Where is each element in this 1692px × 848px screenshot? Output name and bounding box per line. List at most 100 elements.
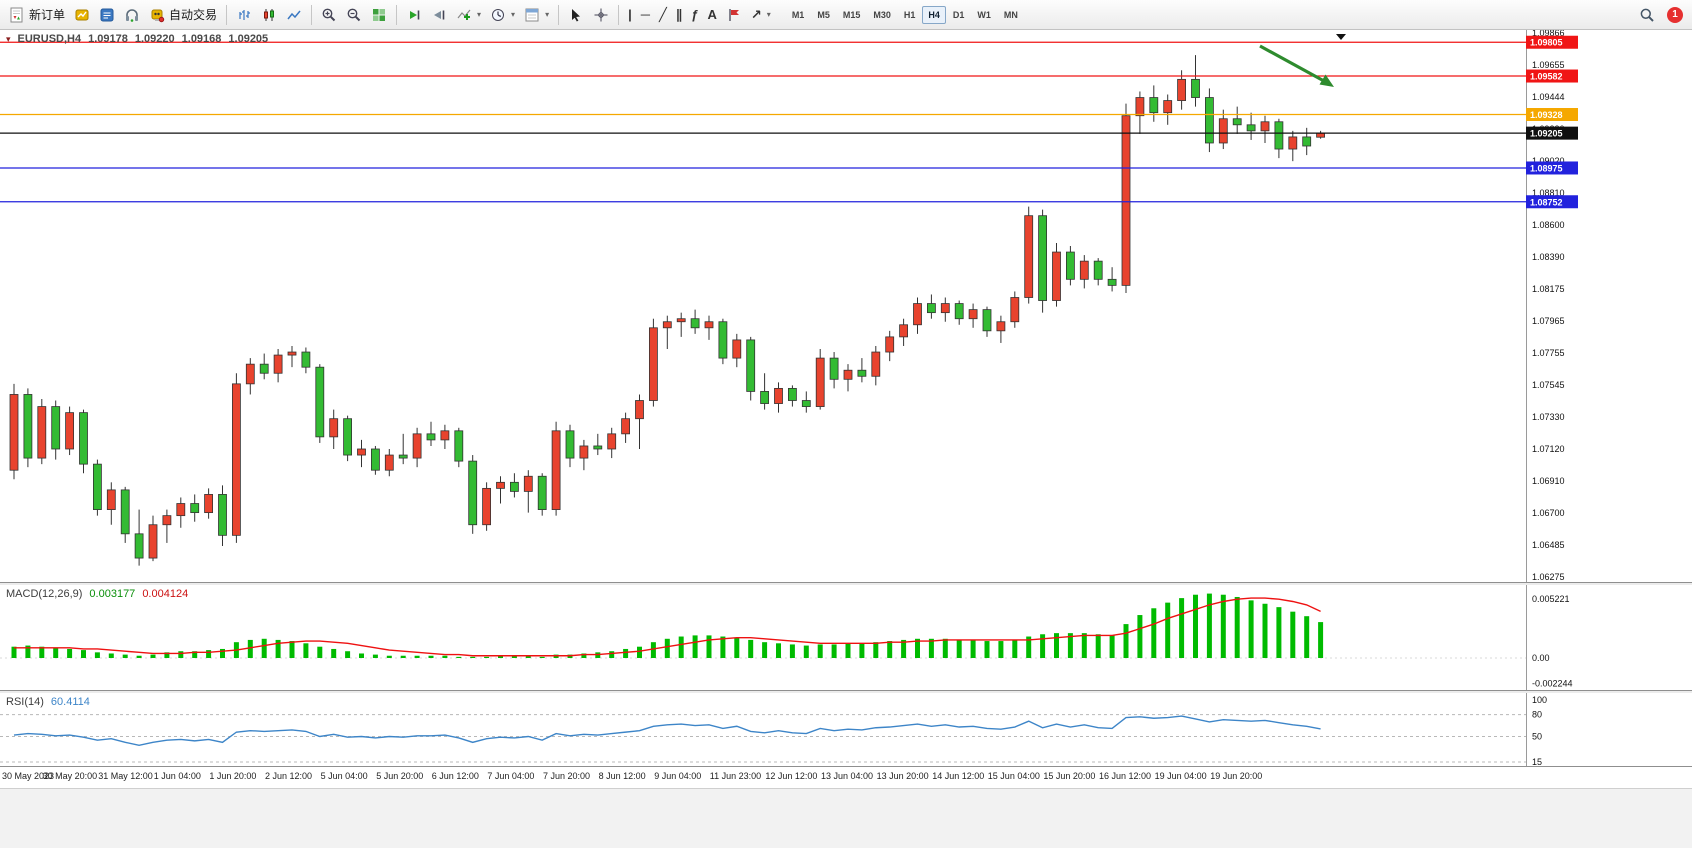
svg-text:1.08975: 1.08975 (1530, 163, 1563, 173)
new-chart-icon (75, 9, 89, 20)
timeframe-m1-button[interactable]: M1 (791, 9, 805, 20)
indicators-button[interactable]: ▾ (452, 3, 485, 27)
vertical-line-icon: | (628, 7, 632, 22)
time-axis[interactable]: 30 May 2023 30 May 20:00 31 May 12:00 1 Jun… (0, 767, 1692, 788)
timeframe-m30-button[interactable]: M30 (873, 9, 891, 20)
chevron-down-icon: ▾ (511, 10, 516, 19)
toolbar-right-group: 1 (1635, 3, 1687, 27)
text-tool-button[interactable]: A (704, 3, 721, 27)
timeframe-mn-button[interactable]: MN (1003, 9, 1018, 20)
toolbar-separator (311, 4, 313, 25)
time-axis-label: 30 May 2023 (2, 771, 55, 781)
scroll-to-end-marker[interactable] (1336, 34, 1346, 40)
time-axis-label: 14 Jun 12:00 (932, 771, 985, 781)
profiles-button[interactable] (95, 3, 119, 27)
svg-text:1.08810: 1.08810 (1532, 188, 1565, 198)
new-order-button[interactable]: 新订单 (5, 3, 69, 27)
label-tool-button[interactable] (722, 3, 746, 27)
time-axis-label: 16 Jun 12:00 (1099, 771, 1152, 781)
toolbar-separator (618, 4, 620, 25)
auto-scroll-button[interactable] (402, 3, 426, 27)
time-axis-label: 1 Jun 20:00 (209, 771, 257, 781)
horizontal-line-tool-button[interactable]: ─ (637, 3, 654, 27)
chart-open-value: 1.09178 (88, 33, 128, 45)
candlestick-mode-button[interactable] (257, 3, 281, 27)
panel-splitter[interactable] (0, 690, 1692, 693)
time-axis-label: 2 Jun 12:00 (265, 771, 313, 781)
price-chart-svg[interactable]: 1.098661.096551.094441.092301.090201.088… (0, 28, 1692, 582)
timeframe-switcher: M1 M5 M15 M30 H1 H4 D1 W1 MN (786, 5, 1024, 24)
price-level-badge (1526, 108, 1578, 122)
search-icon (1640, 8, 1654, 22)
svg-text:80: 80 (1532, 710, 1542, 720)
rsi-label: RSI(14) 60.4114 (6, 696, 90, 708)
line-chart-mode-button[interactable] (282, 3, 306, 27)
rsi-svg[interactable]: 100 80 50 15 (0, 693, 1692, 767)
svg-text:1.08600: 1.08600 (1532, 220, 1565, 230)
crosshair-icon (594, 8, 608, 21)
fibonacci-icon: ƒ (691, 7, 699, 22)
chart-context-arrow-icon[interactable]: ▾ (6, 33, 11, 44)
trendline-tool-button[interactable]: ╱ (655, 3, 671, 27)
time-axis-label: 12 Jun 12:00 (765, 771, 818, 781)
rsi-value: 60.4114 (50, 696, 90, 708)
macd-indicator-panel[interactable]: 0.005221 0.00 -0.002244 MACD(12,26,9) 0.00… (0, 585, 1692, 690)
trend-arrow-annotation[interactable] (1259, 44, 1334, 87)
svg-text:1.09582: 1.09582 (1530, 72, 1563, 82)
timeframe-m5-button[interactable]: M5 (817, 9, 830, 20)
hlines-layer[interactable]: 1.09805 1.09582 1.09328 1.09205 1.08975 1.087… (0, 35, 1578, 209)
rsi-indicator-panel[interactable]: 100 80 50 15 RSI(14) 60.4114 (0, 693, 1692, 767)
svg-text:1.08175: 1.08175 (1532, 284, 1565, 294)
templates-button[interactable]: ▾ (520, 3, 553, 27)
tile-windows-icon (373, 8, 386, 21)
time-axis-label: 19 Jun 04:00 (1154, 771, 1207, 781)
crosshair-tool-button[interactable] (589, 3, 613, 27)
chart-title: ▾ EURUSD,H4 1.09178 1.09220 1.09168 1.09… (6, 33, 268, 45)
panel-splitter[interactable] (0, 582, 1692, 585)
new-chart-button[interactable] (70, 3, 94, 27)
time-axis-label: 15 Jun 20:00 (1043, 771, 1096, 781)
svg-text:1.07330: 1.07330 (1532, 412, 1565, 422)
vertical-line-tool-button[interactable]: | (624, 3, 636, 27)
price-chart-panel[interactable]: 1.098661.096551.094441.092301.090201.088… (0, 28, 1692, 582)
price-level-badge (1526, 195, 1578, 209)
indicators-icon (457, 9, 471, 20)
bar-chart-mode-button[interactable] (232, 3, 256, 27)
price-level-badge (1526, 161, 1578, 175)
cursor-icon (572, 8, 581, 21)
toolbar-separator (558, 4, 560, 25)
zoom-in-button[interactable] (317, 3, 341, 27)
price-level-badge (1526, 126, 1578, 140)
time-axis-label: 1 Jun 04:00 (153, 771, 201, 781)
timeframe-h4-button[interactable]: H4 (922, 5, 946, 24)
timeframe-m15-button[interactable]: M15 (842, 9, 861, 20)
price-level-badge (1526, 35, 1578, 49)
timeframe-d1-button[interactable]: D1 (952, 9, 965, 20)
tile-windows-button[interactable] (367, 3, 391, 27)
timeframe-h1-button[interactable]: H1 (903, 9, 916, 20)
shapes-tool-button[interactable]: ↗ ▾ (747, 3, 775, 27)
macd-svg[interactable]: 0.005221 0.00 -0.002244 (0, 585, 1692, 690)
timeframe-w1-button[interactable]: W1 (977, 9, 991, 20)
arrow-shape-icon: ↗ (750, 7, 762, 22)
time-axis-label: 9 Jun 04:00 (654, 771, 702, 781)
time-axis-label: 6 Jun 12:00 (431, 771, 479, 781)
sounds-button[interactable] (120, 3, 144, 27)
zoom-out-button[interactable] (342, 3, 366, 27)
search-button[interactable] (1635, 3, 1659, 27)
fibonacci-tool-button[interactable]: ƒ (687, 3, 702, 27)
time-axis-label: 13 Jun 20:00 (876, 771, 929, 781)
price-level-badge (1526, 69, 1578, 83)
macd-name: MACD(12,26,9) (6, 588, 83, 600)
chevron-down-icon: ▾ (766, 10, 771, 19)
auto-scroll-icon (410, 10, 420, 19)
autotrading-button[interactable]: 自动交易 (145, 3, 221, 27)
time-axis-label: 7 Jun 04:00 (487, 771, 535, 781)
cursor-tool-button[interactable] (564, 3, 588, 27)
periods-button[interactable]: ▾ (486, 3, 519, 27)
channel-tool-button[interactable]: ∥ (672, 3, 687, 27)
rsi-line (13, 715, 1321, 746)
chart-shift-button[interactable] (427, 3, 451, 27)
notification-badge[interactable]: 1 (1667, 6, 1683, 23)
autotrading-robot-icon (151, 9, 165, 22)
